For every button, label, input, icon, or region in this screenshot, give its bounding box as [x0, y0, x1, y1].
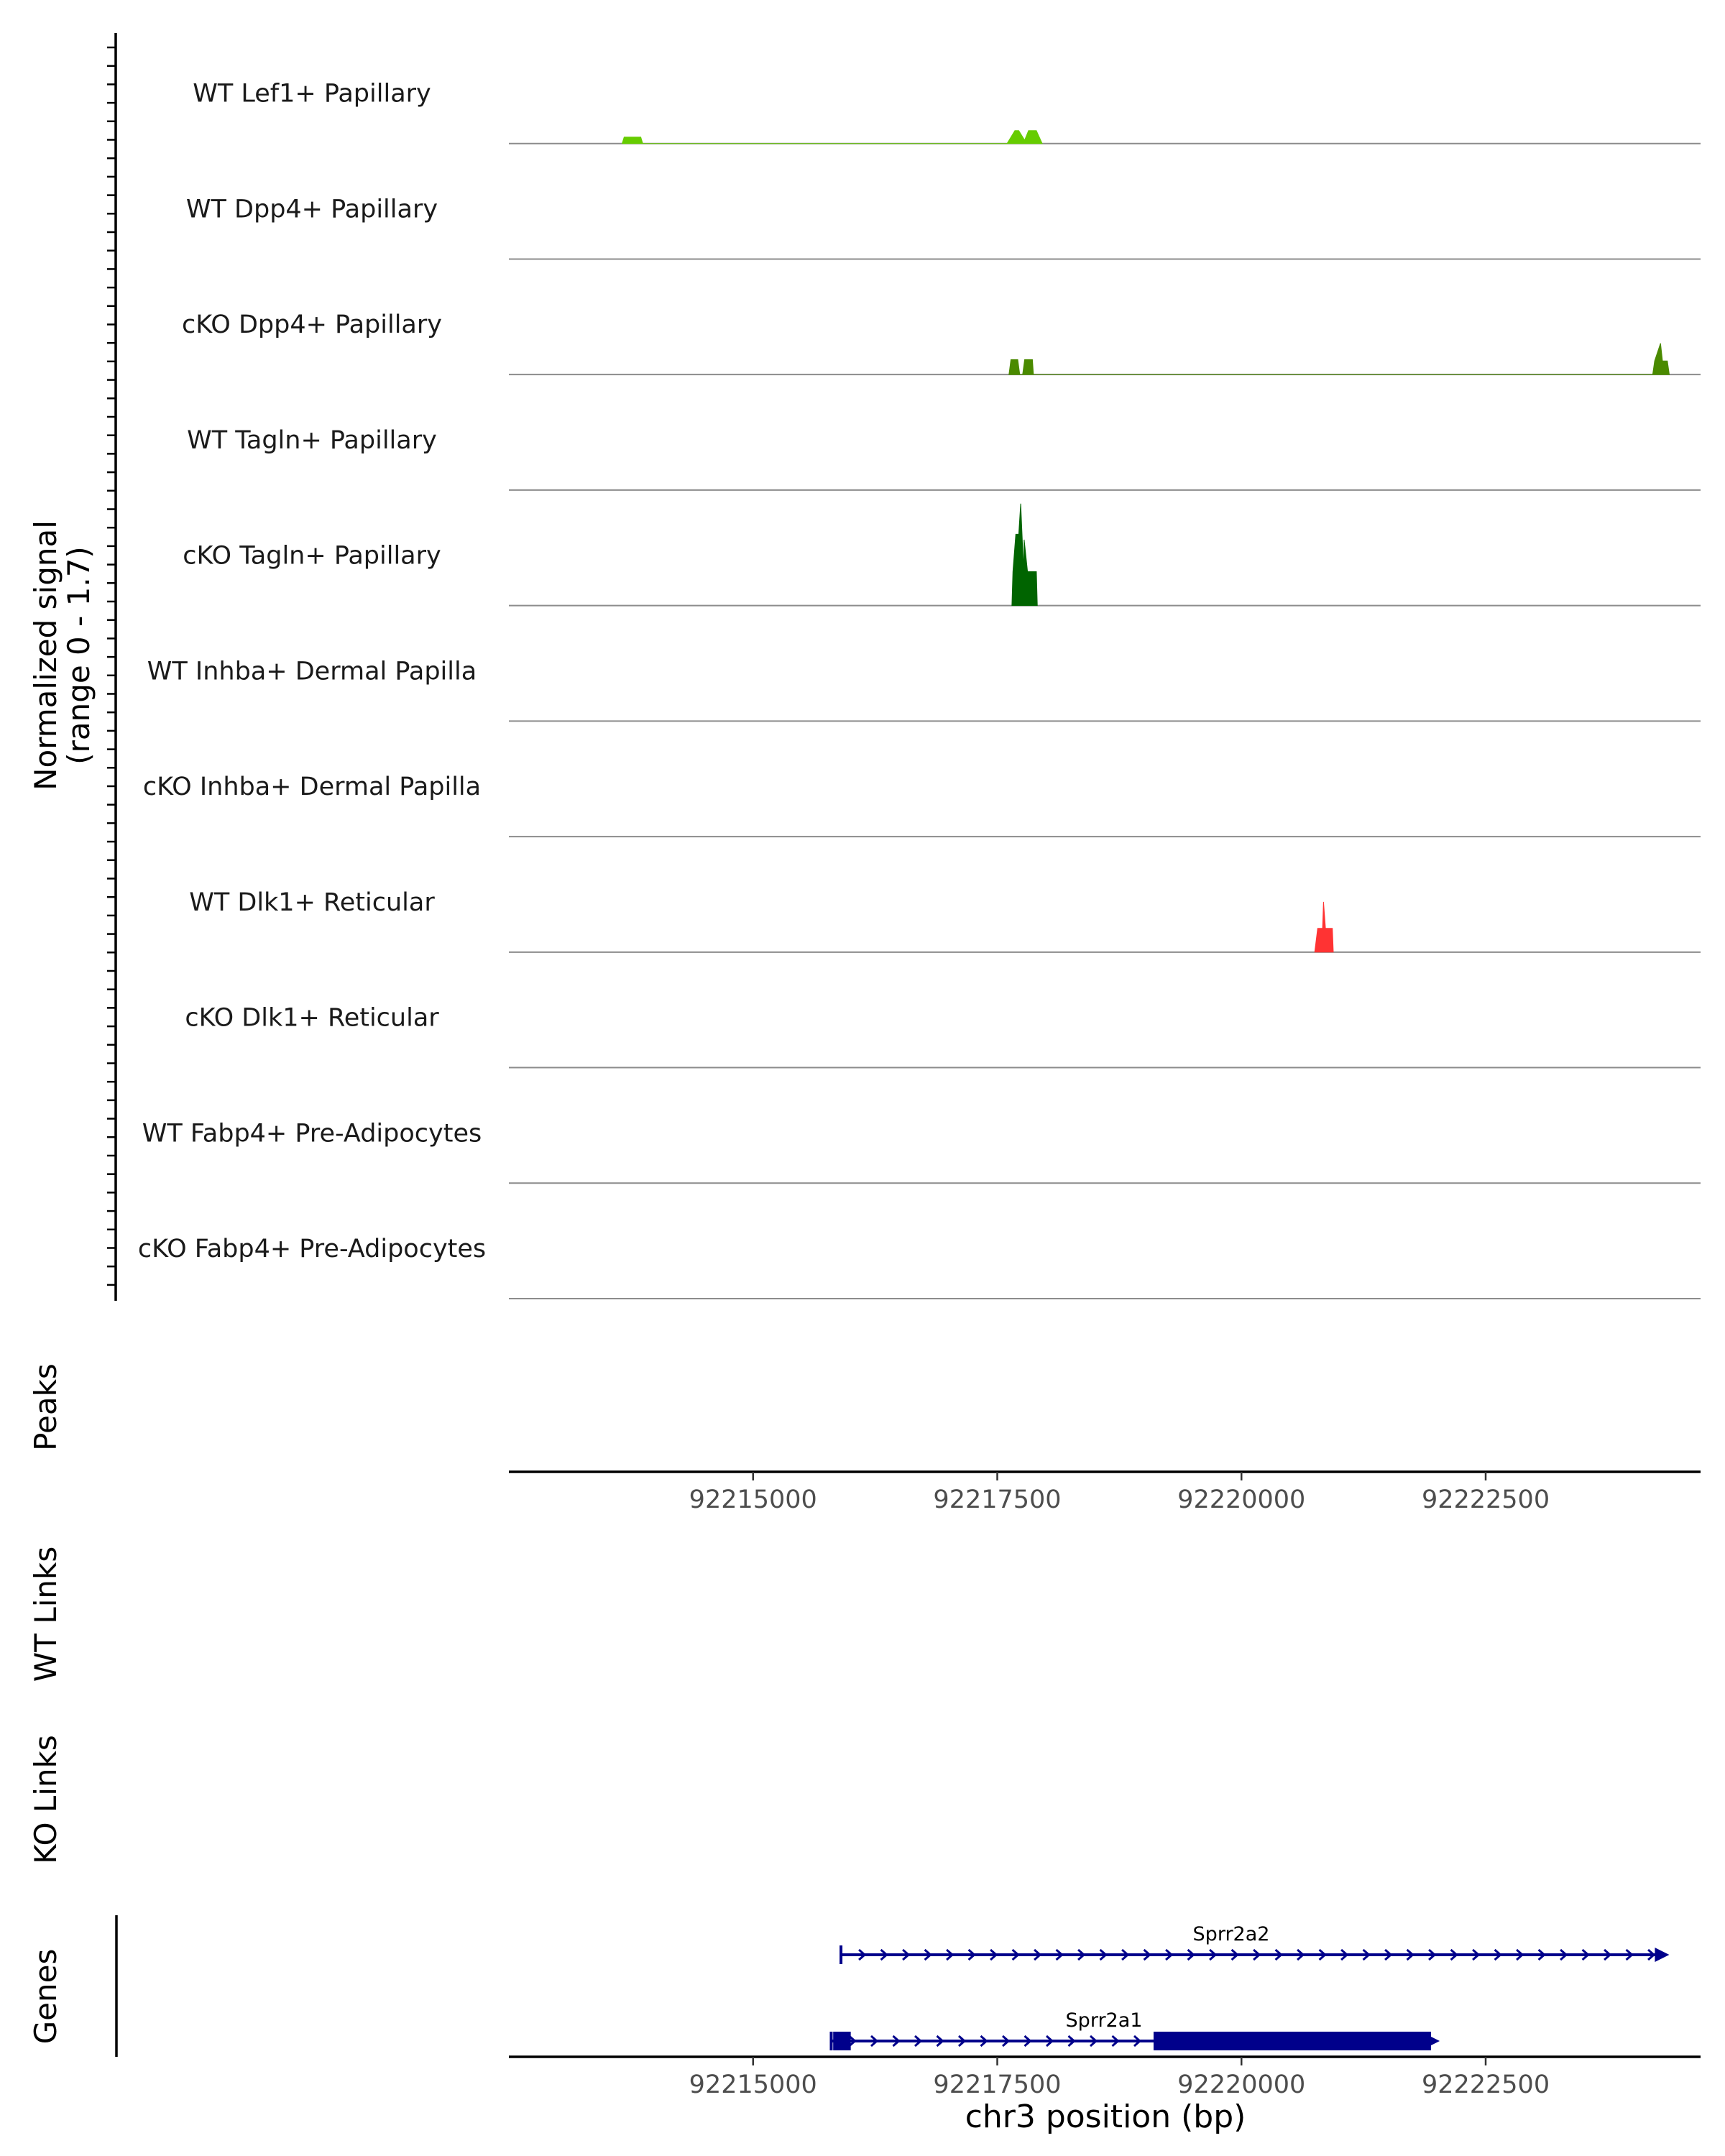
ko-links-panel-title: KO Links: [28, 1735, 63, 1864]
track-label: WT Inhba+ Dermal Papilla: [147, 657, 477, 686]
peaks-tick-label: 92220000: [1177, 1485, 1305, 1514]
strand-chevron: [1472, 1948, 1481, 1961]
strand-chevron: [990, 1948, 998, 1961]
coverage-area: [621, 130, 1043, 144]
strand-chevron: [1362, 1948, 1371, 1961]
strand-chevron: [1045, 2035, 1054, 2047]
strand-chevron: [924, 1948, 932, 1961]
track-label: WT Tagln+ Papillary: [187, 426, 437, 455]
coverage-area: [1011, 503, 1038, 607]
strand-chevron: [1077, 1948, 1086, 1961]
strand-chevron: [1011, 1948, 1020, 1961]
coverage-tracks: [621, 130, 1670, 953]
strand-chevron: [1209, 1948, 1218, 1961]
strand-chevron: [1067, 2035, 1076, 2047]
strand-chevron: [1297, 1948, 1305, 1961]
genes-tick-label: 92217500: [933, 2070, 1061, 2099]
strand-chevron: [848, 2035, 857, 2047]
peaks-tick-label: 92217500: [933, 1485, 1061, 1514]
strand-chevron: [902, 1948, 911, 1961]
strand-chevron: [1581, 1948, 1590, 1961]
strand-chevron: [880, 1948, 888, 1961]
strand-chevron: [1024, 2035, 1032, 2047]
strand-chevron: [1165, 1948, 1174, 1961]
strand-chevron: [1133, 2035, 1142, 2047]
strand-chevron: [1406, 1948, 1414, 1961]
strand-chevron: [892, 2035, 901, 2047]
strand-chevron: [957, 2035, 967, 2047]
peaks-panel-title: Peaks: [28, 1363, 63, 1451]
strand-chevron: [1121, 1948, 1130, 1961]
strand-chevron: [1340, 1948, 1349, 1961]
strand-chevron: [1111, 2035, 1120, 2047]
strand-chevron: [1537, 1948, 1546, 1961]
genes-x-axis: 92215000 92217500 92220000 92222500: [509, 2055, 1701, 2099]
strand-chevron: [1230, 1948, 1239, 1961]
peaks-tick-label: 92215000: [689, 1485, 817, 1514]
genes-tick-label: 92215000: [689, 2070, 817, 2099]
gene-exon: [1153, 2032, 1431, 2050]
y-axis-title: Normalized signal: [28, 520, 63, 791]
track-label: cKO Fabp4+ Pre-Adipocytes: [138, 1235, 486, 1263]
track-labels: WT Lef1+ Papillary WT Dpp4+ Papillary cKO …: [138, 80, 486, 1263]
strand-chevron: [1055, 1948, 1064, 1961]
coverage-area: [1314, 901, 1334, 953]
strand-chevron: [1001, 2035, 1011, 2047]
strand-chevron: [1034, 1948, 1042, 1961]
strand-chevron: [936, 2035, 944, 2047]
strand-chevron: [1143, 1948, 1151, 1961]
gene-annotations: Sprr2a2 Sprr2a1: [829, 1923, 1670, 2050]
strand-chevron: [1516, 1948, 1524, 1961]
strand-chevron: [1187, 1948, 1195, 1961]
strand-chevron: [1428, 1948, 1437, 1961]
coverage-area: [1008, 343, 1670, 375]
genes-tick-label: 92222500: [1422, 2070, 1550, 2099]
strand-chevron: [1604, 1948, 1612, 1961]
gene-name: Sprr2a1: [1066, 2009, 1143, 2032]
strand-chevron: [1647, 1948, 1656, 1961]
track-label: cKO Dpp4+ Papillary: [182, 310, 442, 339]
track-label: cKO Tagln+ Papillary: [183, 542, 441, 571]
track-label: cKO Dlk1+ Reticular: [185, 1004, 439, 1033]
strand-chevron: [870, 2035, 879, 2047]
genes-panel-title: Genes: [28, 1949, 63, 2045]
gene-name: Sprr2a2: [1193, 1923, 1270, 1945]
gene-exon: [833, 2032, 851, 2050]
strand-chevron: [1253, 1948, 1261, 1961]
y-axis-ticks: [107, 33, 117, 1301]
track-label: WT Dpp4+ Papillary: [186, 195, 438, 224]
track-label: WT Dlk1+ Reticular: [189, 888, 435, 917]
strand-chevron: [914, 2035, 923, 2047]
track-label: WT Fabp4+ Pre-Adipocytes: [142, 1119, 482, 1148]
peaks-x-axis: 92215000 92217500 92220000 92222500: [509, 1470, 1701, 1514]
strand-chevron: [1560, 1948, 1568, 1961]
track-label: cKO Inhba+ Dermal Papilla: [143, 773, 481, 801]
strand-chevron: [1318, 1948, 1327, 1961]
strand-chevron: [967, 1948, 976, 1961]
strand-chevron: [1450, 1948, 1458, 1961]
strand-chevron: [1089, 2035, 1098, 2047]
x-axis-title: chr3 position (bp): [965, 2099, 1246, 2135]
strand-chevron: [1274, 1948, 1283, 1961]
strand-chevron: [1494, 1948, 1502, 1961]
genes-tick-label: 92220000: [1177, 2070, 1305, 2099]
strand-chevron: [946, 1948, 954, 1961]
strand-chevron: [1384, 1948, 1393, 1961]
strand-chevron: [1625, 1948, 1634, 1961]
y-axis-subtitle: (range 0 - 1.7): [61, 546, 96, 765]
track-label: WT Lef1+ Papillary: [193, 80, 431, 109]
strand-chevron: [858, 1948, 867, 1961]
track-baselines: [509, 142, 1701, 1299]
gene-end-arrow: [1655, 1948, 1670, 1962]
peaks-tick-label: 92222500: [1422, 1485, 1550, 1514]
strand-chevron: [1099, 1948, 1108, 1961]
wt-links-panel-title: WT Links: [28, 1547, 63, 1682]
strand-chevron: [980, 2035, 988, 2047]
